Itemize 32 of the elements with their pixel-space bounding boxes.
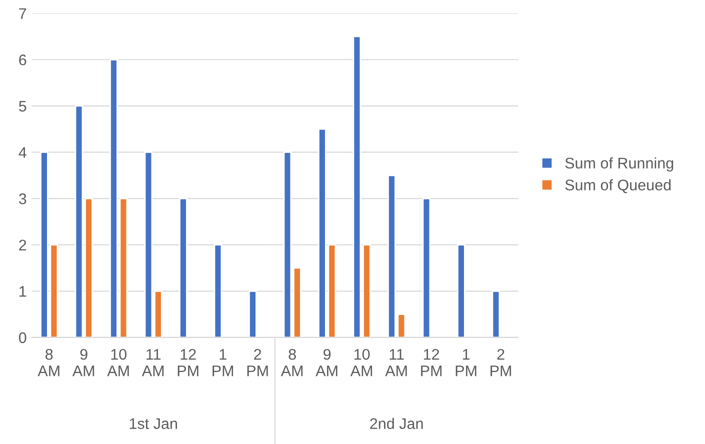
x-tick-label: 10 AM xyxy=(107,348,129,376)
bar xyxy=(492,290,500,338)
y-tick-label: 4 xyxy=(18,147,26,158)
y-tick-label: 2 xyxy=(19,240,26,250)
y-tick-label: 0 xyxy=(18,332,26,344)
y-tick-label: 1 xyxy=(20,286,26,297)
y-tick-label: 3 xyxy=(18,193,26,204)
legend-label: Sum of Queued xyxy=(565,179,671,194)
bar xyxy=(179,198,188,338)
y-tick-label: 5 xyxy=(18,100,26,112)
y-tick-label: 7 xyxy=(19,8,26,19)
bar xyxy=(457,244,466,338)
x-tick-label: 11 AM xyxy=(142,349,164,376)
bar xyxy=(248,290,257,338)
bar xyxy=(214,244,222,338)
x-tick-label: 9 AM xyxy=(316,348,338,376)
x-tick-label: 11 AM xyxy=(385,349,407,376)
x-tick-label: 2 PM xyxy=(490,348,512,376)
y-tick-label: 6 xyxy=(19,54,26,66)
x-tick-label: 12 PM xyxy=(178,348,198,376)
x-tick-label: 10 AM xyxy=(350,348,372,376)
x-tick-label: 8 AM xyxy=(38,348,60,376)
legend-label: Sum of Running xyxy=(565,157,674,172)
x-tick-label: 8 AM xyxy=(280,348,303,376)
text: 2nd Jan xyxy=(370,418,423,430)
x-tick-label: 1 PM xyxy=(212,349,234,376)
bar xyxy=(422,198,431,338)
text: 1st Jan xyxy=(130,418,177,430)
x-tick-label: 12 PM xyxy=(421,348,442,376)
x-tick-label: 2 PM xyxy=(247,348,268,376)
x-tick-label: 9 AM xyxy=(72,348,94,376)
x-tick-label: 1 PM xyxy=(456,349,476,376)
